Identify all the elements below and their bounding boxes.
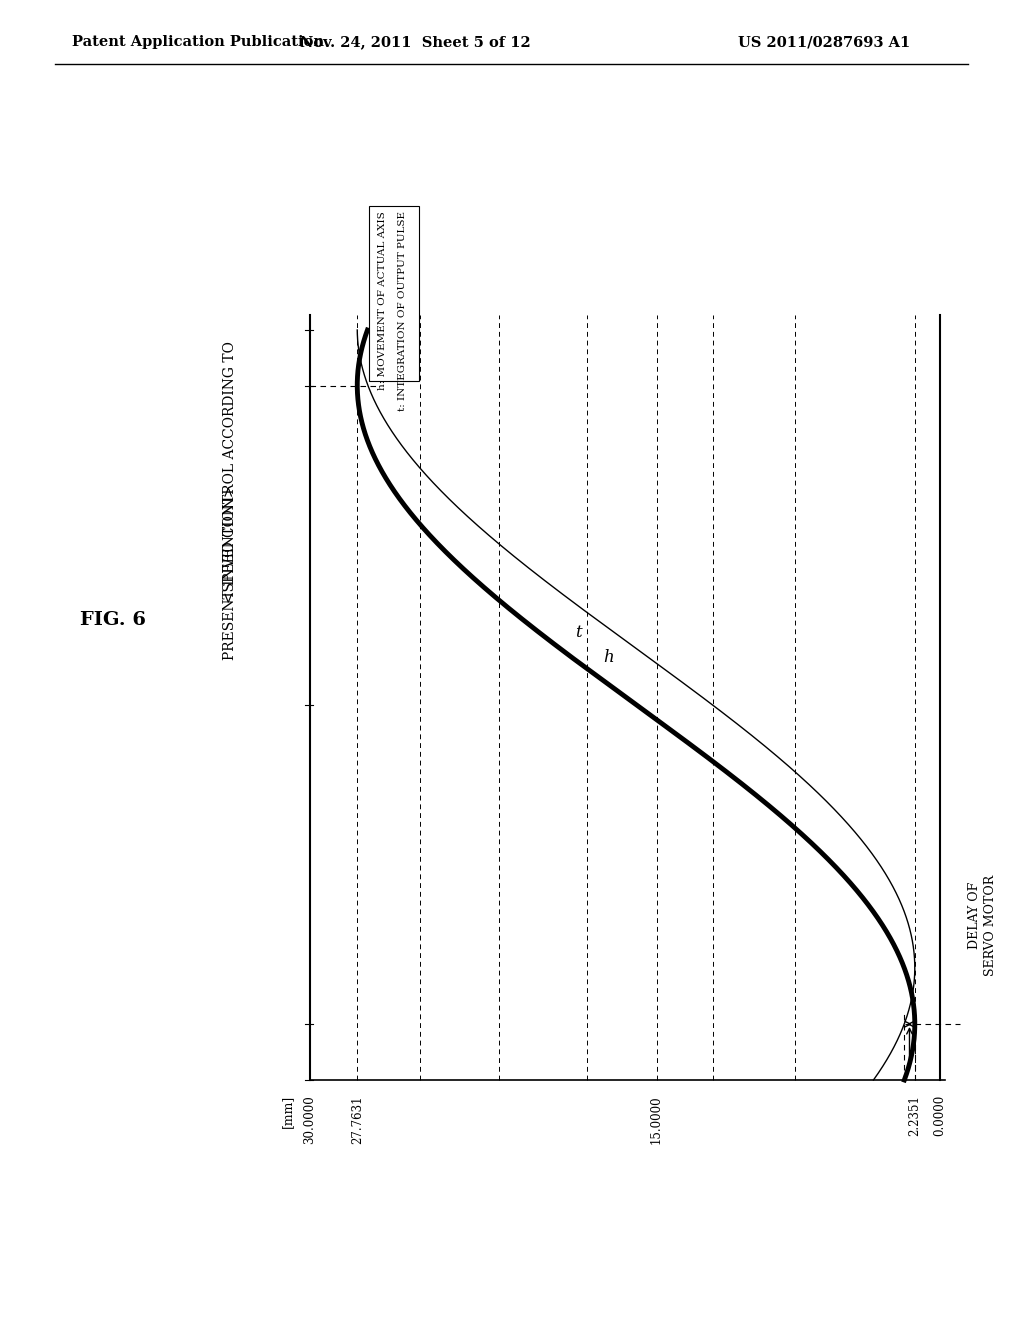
Text: SERVO MOTOR: SERVO MOTOR: [983, 874, 996, 975]
Text: US 2011/0287693 A1: US 2011/0287693 A1: [738, 36, 910, 49]
Bar: [370, 206, 419, 381]
Text: 0.0000: 0.0000: [934, 1096, 946, 1137]
Text: DELAY OF: DELAY OF: [969, 882, 981, 949]
Text: PRESENT INVENTION>: PRESENT INVENTION>: [223, 486, 237, 660]
Text: t: INTEGRATION OF OUTPUT PULSE: t: INTEGRATION OF OUTPUT PULSE: [397, 211, 407, 411]
Text: [mm]: [mm]: [282, 1096, 295, 1129]
Text: 27.7631: 27.7631: [351, 1096, 364, 1143]
Text: FIG. 6: FIG. 6: [80, 611, 146, 630]
Text: 15.0000: 15.0000: [650, 1096, 663, 1143]
Text: h: MOVEMENT OF ACTUAL AXIS: h: MOVEMENT OF ACTUAL AXIS: [378, 211, 387, 389]
Text: h: h: [603, 649, 614, 665]
Text: Patent Application Publication: Patent Application Publication: [72, 36, 324, 49]
Text: 30.0000: 30.0000: [303, 1096, 316, 1143]
Text: 2.2351: 2.2351: [908, 1096, 922, 1137]
Text: Nov. 24, 2011  Sheet 5 of 12: Nov. 24, 2011 Sheet 5 of 12: [300, 36, 530, 49]
Text: <SPEED CONTROL ACCORDING TO: <SPEED CONTROL ACCORDING TO: [223, 342, 237, 603]
Text: t: t: [575, 624, 582, 640]
